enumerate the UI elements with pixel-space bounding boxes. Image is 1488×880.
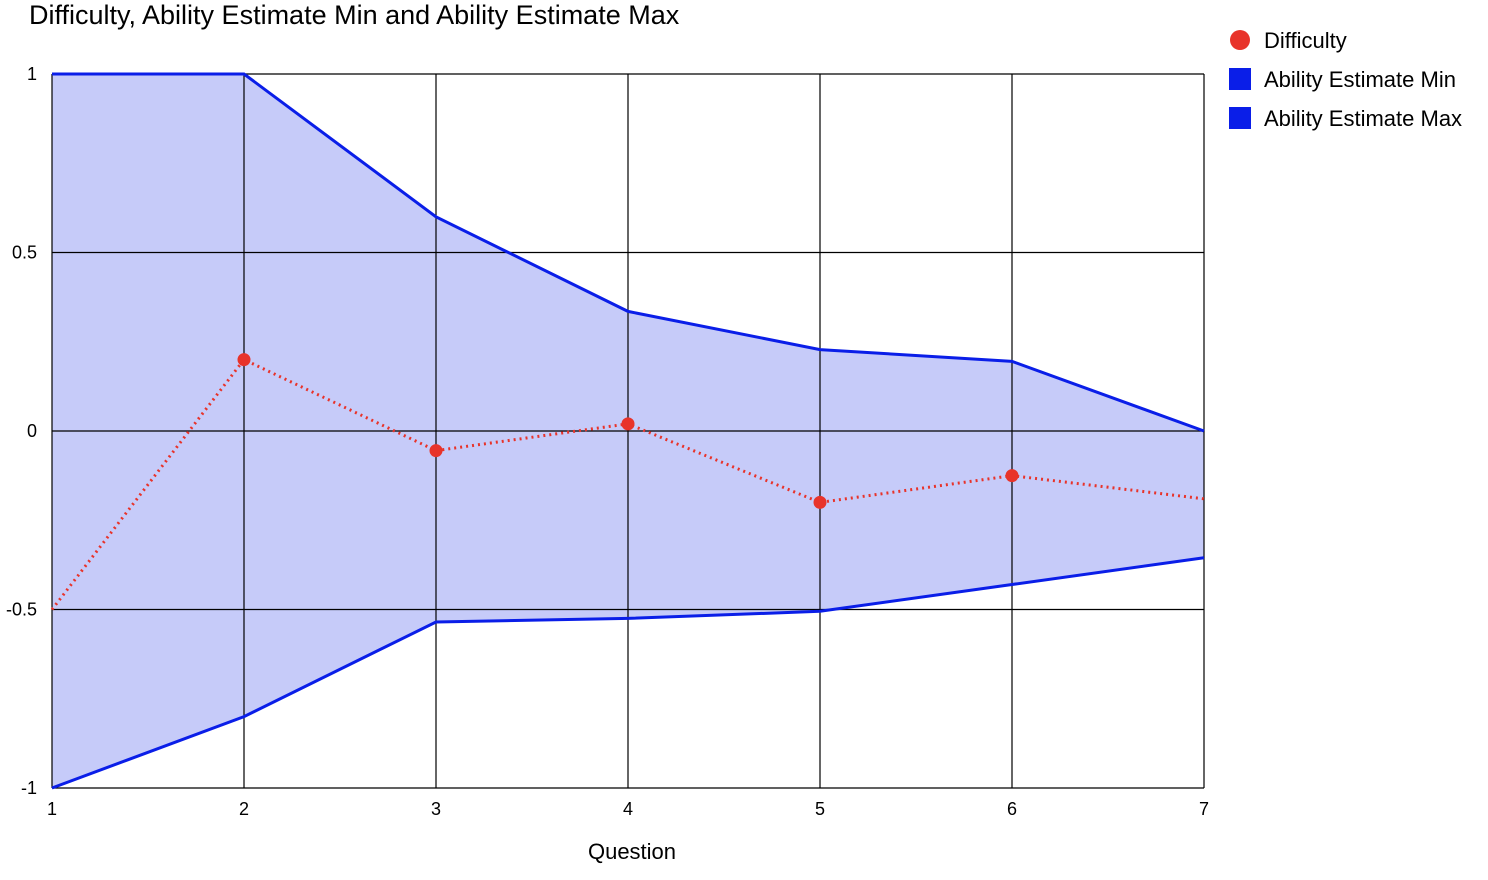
x-axis-label: Question [588,839,676,864]
legend-swatch [1229,68,1251,90]
x-tick-label: 5 [815,799,825,819]
y-tick-label: 0 [27,421,37,441]
grid [51,73,1205,789]
chart-title: Difficulty, Ability Estimate Min and Abi… [29,0,680,30]
legend-label: Ability Estimate Max [1264,106,1462,131]
series-line-ability-min [51,556,1205,790]
difficulty-point-6 [1005,469,1019,483]
difficulty-point-2 [237,353,251,367]
y-tick-label: -1 [21,778,37,798]
difficulty-point-3 [429,444,443,458]
x-axis-ticks: 1 2 3 4 5 6 7 [47,799,1209,819]
y-tick-label: 1 [27,64,37,84]
x-tick-label: 4 [623,799,633,819]
y-axis-ticks: -1 -0.5 0 0.5 1 [6,64,37,798]
x-tick-label: 2 [239,799,249,819]
y-tick-label: 0.5 [12,243,37,263]
series-lines [50,72,1205,790]
difficulty-point-5 [813,495,827,509]
x-tick-label: 3 [431,799,441,819]
x-tick-label: 6 [1007,799,1017,819]
x-tick-label: 7 [1199,799,1209,819]
legend-label: Difficulty [1264,28,1347,53]
series-line-ability-max [52,72,1205,433]
legend-item: Difficulty [1230,28,1347,53]
legend-swatch [1229,107,1251,129]
legend-label: Ability Estimate Min [1264,67,1456,92]
legend-marker-difficulty [1230,30,1250,50]
legend-item: Ability Estimate Max [1229,106,1462,131]
y-tick-label: -0.5 [6,600,37,620]
legend-item: Ability Estimate Min [1229,67,1456,92]
legend: Difficulty Ability Estimate Min Ability Es… [1229,28,1462,131]
difficulty-point-4 [621,417,635,431]
x-tick-label: 1 [47,799,57,819]
